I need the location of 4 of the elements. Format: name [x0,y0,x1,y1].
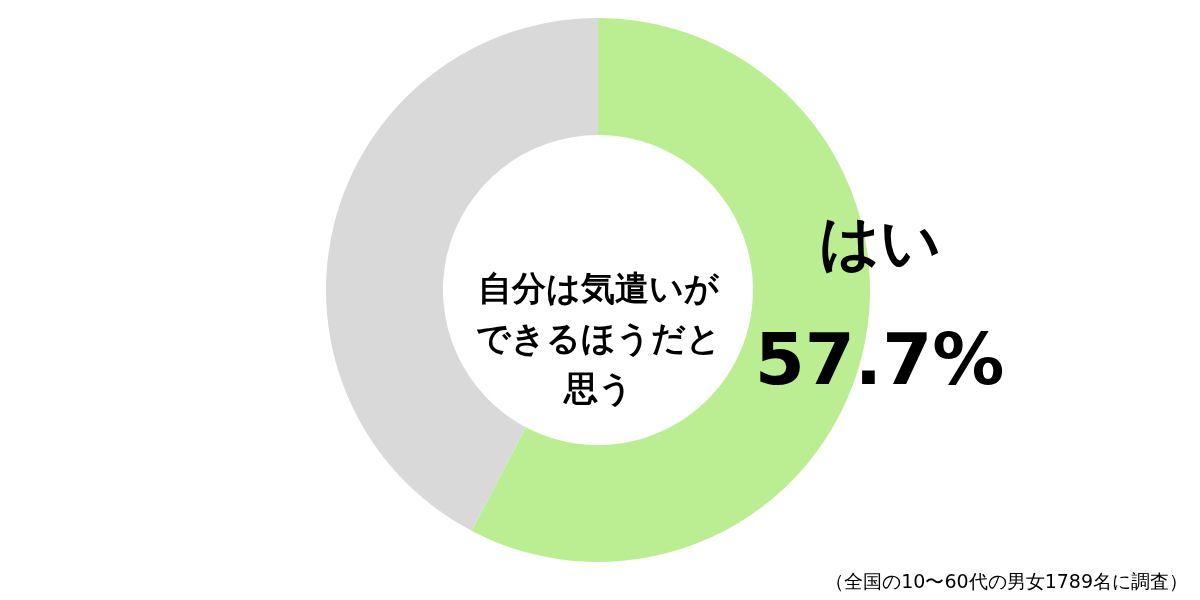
slice-label: はい [818,207,941,277]
data-label: 57.7% [754,317,1005,401]
text: （全国の10〜60代の男女1789名に調査） [825,570,1188,592]
text: 自分は気遣いができるほうだと思う [475,268,721,408]
